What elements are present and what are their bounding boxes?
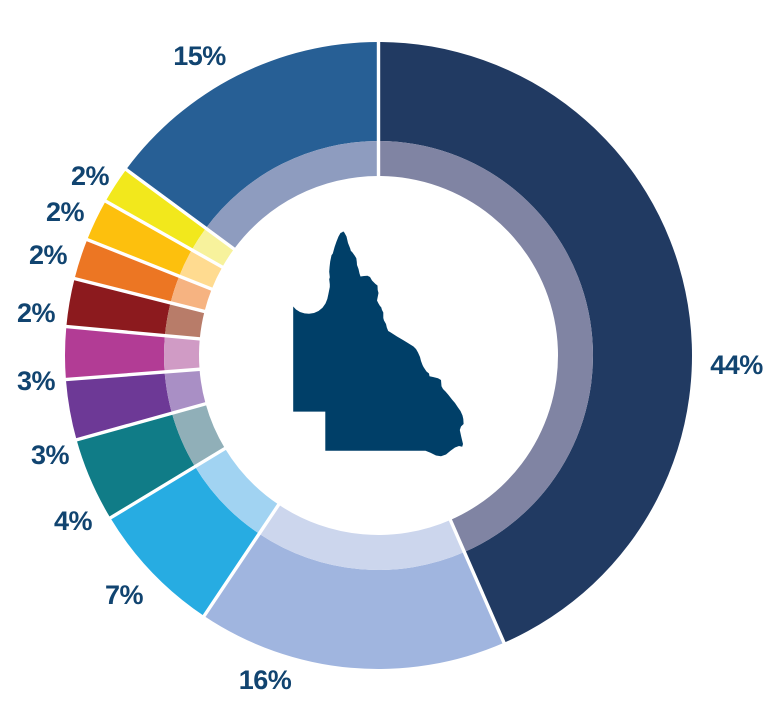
svg-text:44%: 44% — [710, 350, 763, 380]
svg-text:3%: 3% — [31, 440, 70, 470]
svg-text:2%: 2% — [17, 298, 56, 328]
svg-text:4%: 4% — [54, 506, 93, 536]
svg-text:2%: 2% — [71, 161, 110, 191]
svg-text:15%: 15% — [173, 41, 226, 71]
svg-text:7%: 7% — [105, 580, 144, 610]
svg-text:2%: 2% — [46, 197, 85, 227]
svg-text:3%: 3% — [17, 366, 56, 396]
svg-text:2%: 2% — [29, 240, 68, 270]
svg-text:16%: 16% — [239, 665, 292, 695]
